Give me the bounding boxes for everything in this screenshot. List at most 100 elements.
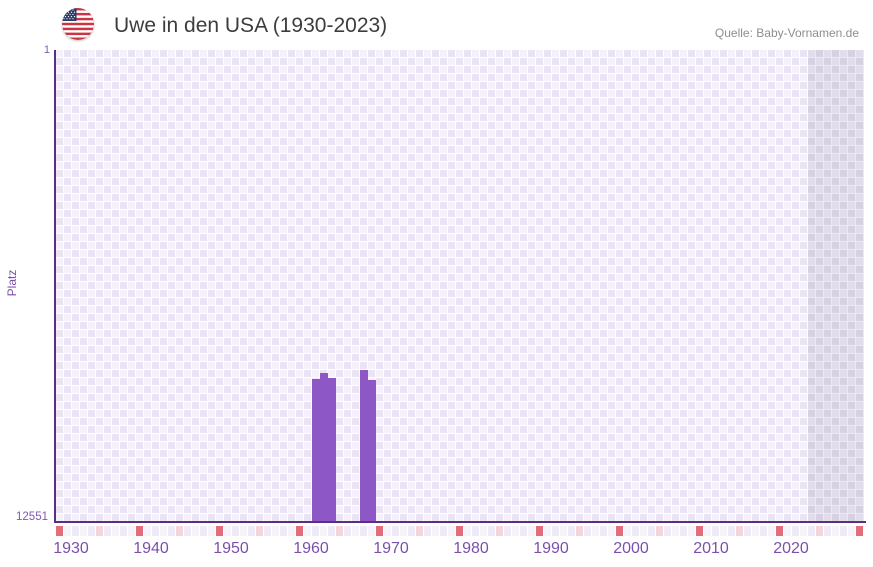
year-indicator-cell — [128, 526, 135, 536]
rank-bar-1964[interactable] — [328, 378, 336, 521]
year-indicator-cell — [392, 526, 399, 536]
year-indicator-cell — [800, 526, 807, 536]
year-indicator-cell — [424, 526, 431, 536]
year-indicator-cell — [464, 526, 471, 536]
x-axis-line — [54, 521, 866, 523]
future-region-overlay — [808, 50, 864, 521]
year-indicator-cell — [744, 526, 751, 536]
year-indicator-cell — [752, 526, 759, 536]
y-axis-tick-top: 1 — [43, 44, 50, 56]
year-indicator-cell — [720, 526, 727, 536]
year-indicator-cell — [200, 526, 207, 536]
year-indicator-cell — [136, 526, 143, 536]
year-indicator-cell — [584, 526, 591, 536]
year-indicator-cell — [96, 526, 103, 536]
year-indicator-cell — [240, 526, 247, 536]
year-indicator-cell — [432, 526, 439, 536]
year-indicator-cell — [480, 526, 487, 536]
year-indicator-cell — [472, 526, 479, 536]
rank-bar-1962[interactable] — [312, 379, 320, 521]
year-indicator-cell — [408, 526, 415, 536]
x-axis-tick-1970: 1970 — [373, 540, 409, 557]
year-indicator-cell — [784, 526, 791, 536]
year-indicator-cell — [72, 526, 79, 536]
year-indicator-cell — [328, 526, 335, 536]
year-indicator-cell — [704, 526, 711, 536]
year-indicator-cell — [360, 526, 367, 536]
year-indicator-cell — [560, 526, 567, 536]
year-indicator-cell — [368, 526, 375, 536]
year-indicator-cell — [624, 526, 631, 536]
year-indicator-cell — [504, 526, 511, 536]
us-flag-icon — [62, 8, 94, 40]
rank-bar-1969[interactable] — [368, 380, 376, 521]
year-indicator-cell — [376, 526, 383, 536]
x-axis-tick-1990: 1990 — [533, 540, 569, 557]
year-indicator-cell — [816, 526, 823, 536]
year-indicator-cell — [312, 526, 319, 536]
year-indicator-cell — [88, 526, 95, 536]
year-indicator-cell — [832, 526, 839, 536]
y-axis-line — [54, 50, 56, 523]
year-indicator-cell — [688, 526, 695, 536]
year-indicator-cell — [288, 526, 295, 536]
year-indicator-cell — [264, 526, 271, 536]
source-caption: Quelle: Baby-Vornamen.de — [714, 26, 859, 40]
x-axis-tick-2020: 2020 — [773, 540, 809, 557]
rank-bar-1968[interactable] — [360, 370, 368, 521]
year-indicator-cell — [80, 526, 87, 536]
year-indicator-cell — [224, 526, 231, 536]
year-indicator-cell — [336, 526, 343, 536]
year-indicator-cell — [280, 526, 287, 536]
year-indicator-cell — [840, 526, 847, 536]
year-indicator-cell — [176, 526, 183, 536]
year-indicator-cell — [848, 526, 855, 536]
year-indicator-cell — [488, 526, 495, 536]
year-indicator-cell — [712, 526, 719, 536]
year-indicator-cell — [344, 526, 351, 536]
page-title: Uwe in den USA (1930-2023) — [114, 14, 388, 37]
x-axis-tick-2010: 2010 — [693, 540, 729, 557]
year-indicator-cell — [576, 526, 583, 536]
year-indicator-cell — [672, 526, 679, 536]
year-indicator-cell — [648, 526, 655, 536]
year-indicator-cell — [184, 526, 191, 536]
x-axis-tick-1980: 1980 — [453, 540, 489, 557]
year-indicator-cell — [304, 526, 311, 536]
year-indicator-cell — [592, 526, 599, 536]
year-indicator-cell — [808, 526, 815, 536]
year-indicator-cell — [680, 526, 687, 536]
year-indicator-cell — [520, 526, 527, 536]
plot-area — [56, 50, 864, 521]
year-indicator-cell — [608, 526, 615, 536]
year-indicator-cell — [232, 526, 239, 536]
year-indicator-cell — [168, 526, 175, 536]
year-indicator-cell — [112, 526, 119, 536]
year-indicator-cell — [272, 526, 279, 536]
year-indicator-cell — [792, 526, 799, 536]
x-axis-tick-1950: 1950 — [213, 540, 249, 557]
rank-bar-1963[interactable] — [320, 373, 328, 521]
year-indicator-cell — [856, 526, 863, 536]
year-indicator-cell — [104, 526, 111, 536]
year-indicator-cell — [144, 526, 151, 536]
year-indicator-cell — [640, 526, 647, 536]
year-indicator-cell — [448, 526, 455, 536]
year-indicator-cell — [632, 526, 639, 536]
x-axis-tick-2000: 2000 — [613, 540, 649, 557]
year-indicator-cell — [760, 526, 767, 536]
year-indicator-cell — [616, 526, 623, 536]
y-axis-tick-bottom: 12551 — [16, 511, 48, 523]
year-indicator-cell — [296, 526, 303, 536]
year-indicator-cell — [120, 526, 127, 536]
year-indicator-cell — [728, 526, 735, 536]
year-indicator-cell — [160, 526, 167, 536]
year-indicator-cell — [248, 526, 255, 536]
year-indicator-cell — [320, 526, 327, 536]
year-indicator-cell — [536, 526, 543, 536]
year-indicator-cell — [776, 526, 783, 536]
year-indicator-cell — [416, 526, 423, 536]
year-indicator-cell — [552, 526, 559, 536]
year-indicator-cell — [568, 526, 575, 536]
